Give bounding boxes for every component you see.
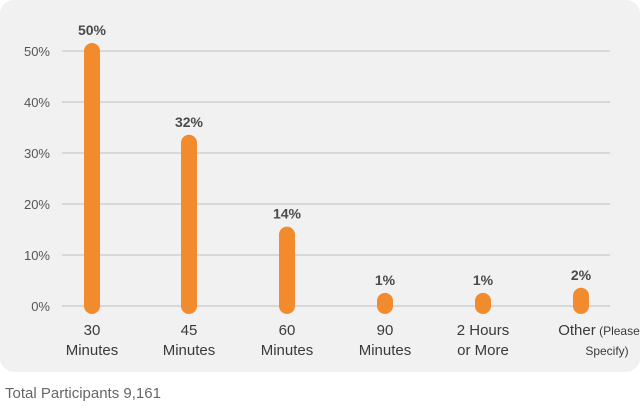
y-tick-label: 40% — [24, 95, 50, 110]
category-label-line: Specify) — [585, 344, 628, 358]
category-label-line: 90 — [377, 322, 394, 339]
chart-panel: 0% 10% 20% 30% 40% 50% 50% 32% 14% 1% 1% 2% 30 Minute… — [0, 0, 640, 372]
y-tick-label: 30% — [24, 146, 50, 161]
category-label-line: Minutes — [163, 342, 216, 359]
data-label: 50% — [78, 22, 107, 38]
category-label-line: Minutes — [261, 342, 314, 359]
category-label-line: Minutes — [66, 342, 119, 359]
category-label: Other (Please Specify) — [558, 322, 640, 358]
category-label: 90 Minutes — [359, 322, 412, 359]
y-tick-label: 20% — [24, 197, 50, 212]
y-tick-label: 0% — [31, 299, 50, 314]
category-label-line: 45 — [181, 322, 198, 339]
bar — [181, 134, 197, 314]
category-note: (Please — [596, 324, 640, 338]
category-label-line: 30 — [84, 322, 101, 339]
data-label: 1% — [473, 272, 494, 288]
category-label-line: 60 — [279, 322, 296, 339]
data-label: 14% — [273, 206, 302, 222]
category-label: 45 Minutes — [163, 322, 216, 359]
y-tick-label: 50% — [24, 44, 50, 59]
bar — [573, 287, 589, 314]
category-label: 60 Minutes — [261, 322, 314, 359]
category-label-line: or More — [457, 342, 509, 359]
category-label-line: Other — [558, 322, 596, 339]
bar — [377, 292, 393, 314]
data-label: 1% — [375, 272, 396, 288]
total-participants: Total Participants 9,161 — [5, 385, 161, 402]
category-label: 2 Hours or More — [457, 322, 510, 359]
bar — [475, 292, 491, 314]
bar — [84, 43, 100, 314]
bar — [279, 226, 295, 314]
category-label-line: 2 Hours — [457, 322, 510, 339]
data-label: 2% — [571, 267, 592, 283]
y-tick-label: 10% — [24, 248, 50, 263]
category-label: 30 Minutes — [66, 322, 119, 359]
data-label: 32% — [175, 114, 204, 130]
bar-chart: 0% 10% 20% 30% 40% 50% 50% 32% 14% 1% 1% 2% 30 Minute… — [24, 22, 640, 359]
category-label-line: Minutes — [359, 342, 412, 359]
